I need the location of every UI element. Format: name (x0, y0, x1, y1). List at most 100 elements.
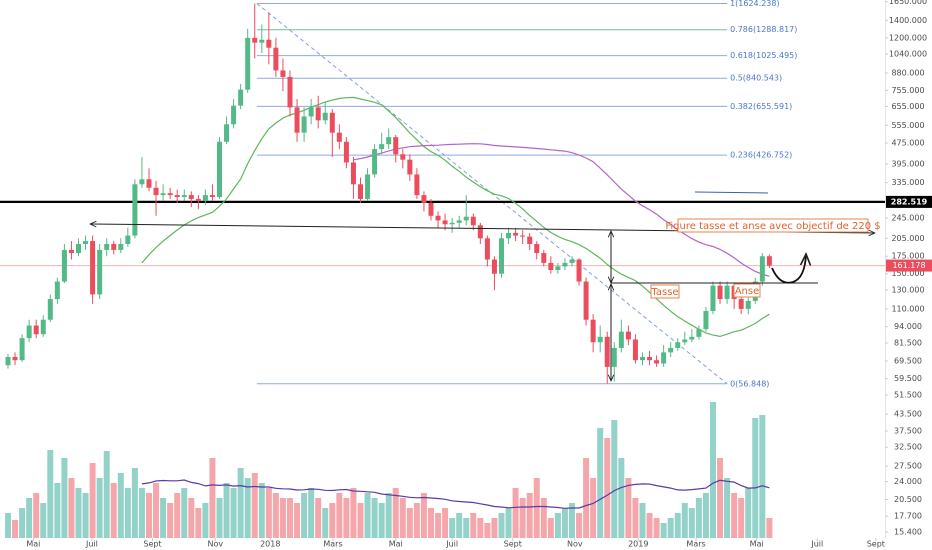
candle-body (717, 285, 723, 300)
volume-bar (265, 488, 272, 538)
candle-body (202, 195, 208, 201)
candle-body (273, 47, 279, 71)
volume-bar (103, 451, 110, 538)
volume-bar (702, 493, 709, 538)
y-tick-label: 205.000 (891, 234, 924, 243)
candle-body (766, 256, 772, 266)
volume-bar (435, 513, 442, 538)
candle-body (26, 325, 32, 339)
volume-bar (533, 478, 540, 538)
volume-bar (611, 420, 618, 538)
volume-bar (181, 488, 188, 538)
candle-body (40, 319, 46, 335)
annotation-box (733, 283, 761, 298)
candle-body (301, 116, 307, 133)
x-tick-label: Nov (207, 540, 223, 549)
moving-average (141, 96, 770, 338)
volume-bar (463, 518, 470, 538)
volume-bar (138, 488, 145, 538)
candle-body (12, 356, 18, 361)
candle-body (54, 281, 60, 300)
support-label-box (886, 195, 932, 208)
candle-body (238, 89, 244, 106)
candle-body (188, 195, 194, 199)
y-tick-label: 335.000 (891, 178, 924, 187)
candle-body (167, 193, 173, 196)
volume-bar (174, 493, 181, 538)
candle-body (738, 299, 744, 309)
candle-body (498, 238, 504, 274)
volume-bar (392, 488, 399, 538)
fib-label: 0.618(1025.495) (730, 51, 797, 60)
volume-bar (759, 415, 766, 538)
x-tick-label: Mai (750, 540, 764, 549)
volume-bar (745, 488, 752, 538)
last-price-box (886, 259, 932, 272)
candle-body (365, 174, 371, 199)
y-tick-label: 59.500 (894, 374, 922, 383)
candle-body (682, 339, 688, 343)
candle-body (696, 329, 702, 337)
volume-bar (561, 508, 568, 538)
y-tick-label: 1040.000 (889, 50, 927, 59)
volume-bar (625, 478, 632, 538)
y-tick-label: 37.500 (894, 426, 922, 435)
candle-body (266, 39, 272, 48)
volume-bar (68, 478, 75, 538)
volume-bar (526, 493, 533, 538)
candle-body (322, 112, 328, 121)
volume-bar (371, 498, 378, 538)
candle-body (61, 249, 67, 282)
volume-bar (223, 483, 230, 538)
y-tick-label: 245.000 (891, 214, 924, 223)
volume-bar (646, 513, 653, 538)
candle-body (329, 112, 335, 133)
volume-bar (540, 498, 547, 538)
candle-body (308, 107, 314, 117)
y-tick-label: 555.000 (891, 121, 924, 130)
candle-body (160, 193, 166, 196)
candle-body (259, 39, 265, 43)
volume-bar (322, 508, 329, 538)
volume-bar (279, 498, 286, 538)
candle-body (548, 262, 554, 271)
candle-body (231, 105, 237, 125)
volume-bar (442, 508, 449, 538)
moving-average (353, 143, 770, 277)
candle-body (372, 149, 378, 175)
candle-body (379, 144, 385, 150)
volume-bar (19, 508, 26, 538)
volume-bar (470, 513, 477, 538)
candle-body (668, 347, 674, 353)
volume-bar (329, 503, 336, 538)
volume-bar (195, 508, 202, 538)
candle-body (252, 37, 258, 43)
volume-bar (272, 493, 279, 538)
candle-body (491, 259, 497, 274)
x-tick-label: Sept (504, 540, 522, 549)
candle-body (703, 310, 709, 330)
y-tick-label: 20.500 (894, 495, 922, 504)
candle-body (209, 195, 215, 198)
volume-bar (477, 518, 484, 538)
fib-label: 0.786(1288.817) (730, 25, 797, 34)
candle-body (597, 336, 603, 343)
candle-body (350, 162, 356, 185)
volume-bar (160, 498, 167, 538)
candle-body (421, 195, 427, 203)
volume-bar (597, 428, 604, 538)
candle-body (689, 336, 695, 340)
volume-bar (413, 503, 420, 538)
candle-body (506, 232, 512, 239)
candle-body (569, 259, 575, 263)
y-tick-label: 880.000 (891, 69, 924, 78)
volume-bar (717, 458, 724, 538)
volume-bar (632, 498, 639, 538)
candle-body (294, 107, 300, 133)
candle-body (33, 325, 39, 335)
candle-body (393, 137, 399, 155)
volume-bar (695, 498, 702, 538)
x-tick-label: Mars (686, 540, 705, 549)
